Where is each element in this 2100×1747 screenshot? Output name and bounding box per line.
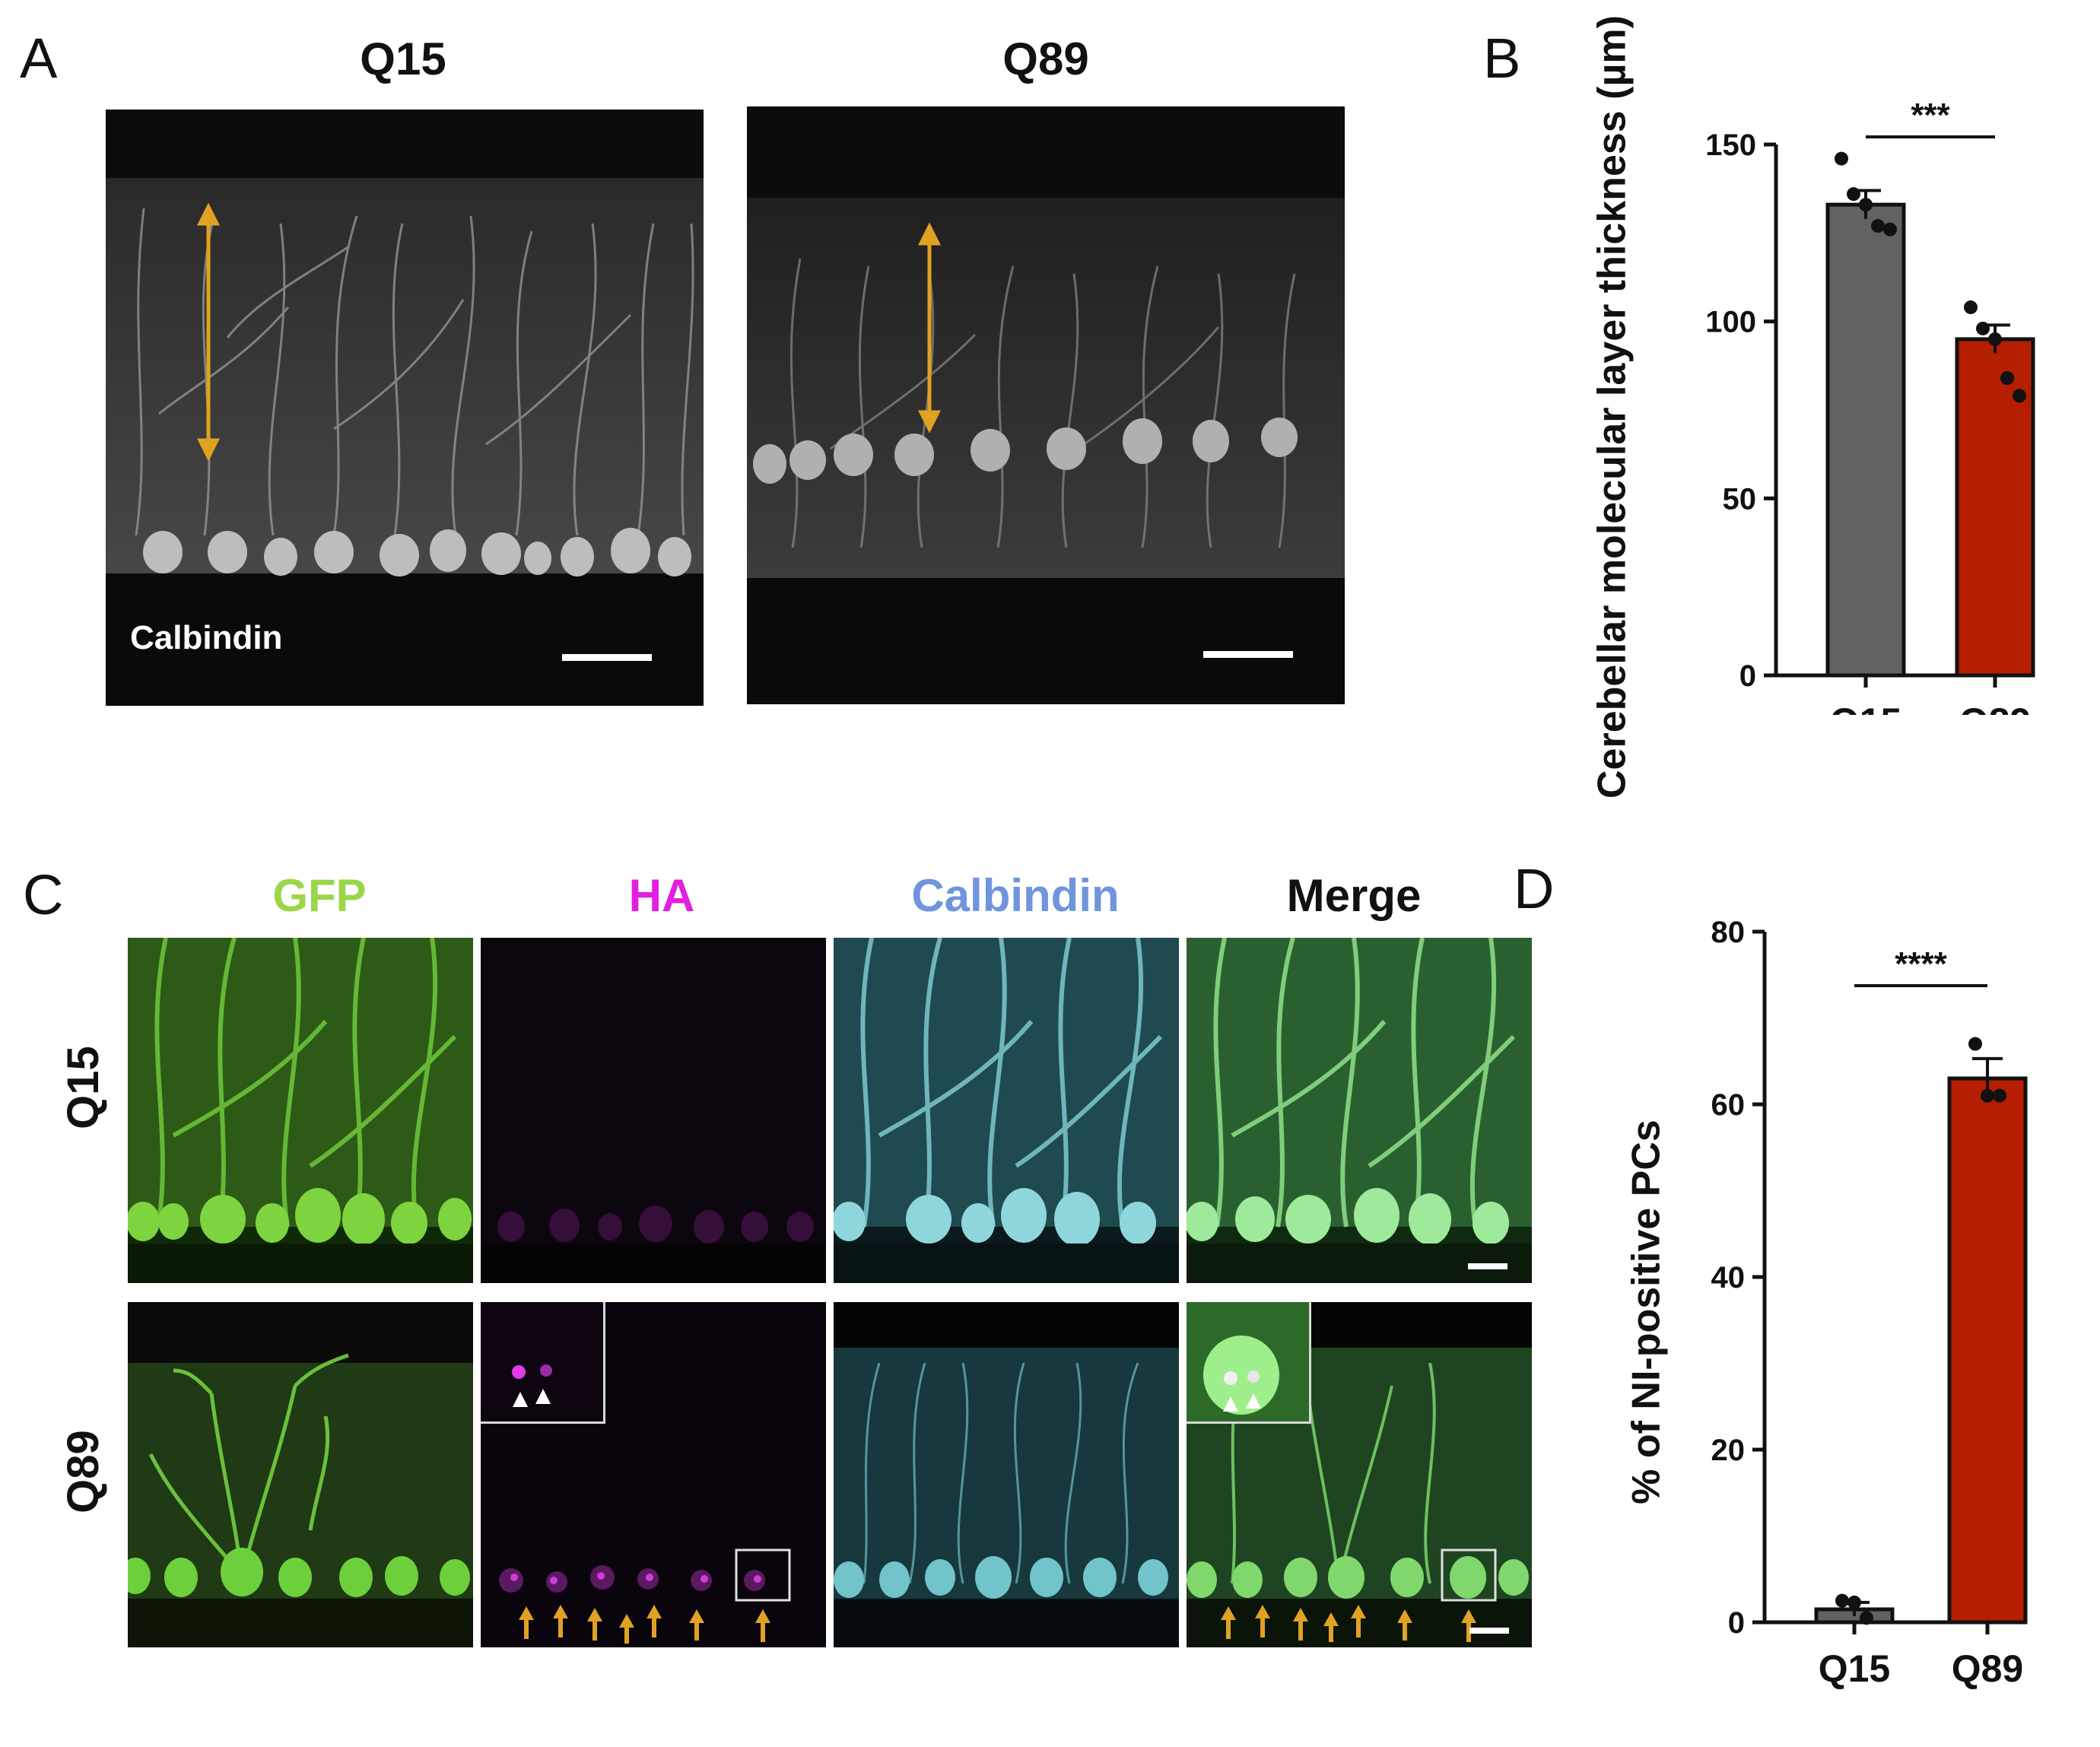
micrograph-c-q89-ha xyxy=(481,1302,826,1647)
thickness-arrow xyxy=(196,202,221,462)
data-point xyxy=(2000,371,2014,386)
stain-label-calbindin: Calbindin xyxy=(130,619,283,656)
dendrite-texture xyxy=(135,208,694,536)
panel-letter-c: C xyxy=(23,863,64,926)
panel-letter-a: A xyxy=(20,27,58,90)
channel-label-ha: HA xyxy=(628,870,695,921)
x-tick-label-q89: Q89 xyxy=(1959,700,2032,715)
panel-letter-b: B xyxy=(1483,27,1521,90)
scale-bar xyxy=(1203,651,1293,658)
micrograph-c-q15-merge xyxy=(1187,938,1532,1283)
micrograph-c-q15-gfp xyxy=(128,938,473,1283)
panel-letter-d: D xyxy=(1514,857,1555,920)
micrograph-c-q89-gfp xyxy=(128,1302,473,1647)
data-point xyxy=(1968,1037,1982,1051)
x-tick-label-q89: Q89 xyxy=(1952,1647,2024,1690)
micrograph-c-q15-calbindin xyxy=(834,938,1179,1283)
data-point xyxy=(1847,187,1860,202)
scale-bar xyxy=(562,654,652,661)
scale-bar xyxy=(1468,1263,1507,1269)
data-point xyxy=(1993,1088,2006,1103)
bar-q15 xyxy=(1825,202,1906,678)
micrograph-a-q89 xyxy=(747,106,1345,704)
data-point xyxy=(1964,300,1978,315)
data-point xyxy=(1883,222,1897,237)
data-point xyxy=(1835,151,1848,166)
data-point xyxy=(1976,321,1990,335)
significance-label: *** xyxy=(1911,97,1950,134)
x-tick-label-q15: Q15 xyxy=(1819,1647,1891,1690)
y-tick-label: 80 xyxy=(1711,916,1746,949)
y-tick-label: 40 xyxy=(1711,1261,1746,1294)
y-tick-label: 50 xyxy=(1723,482,1757,516)
column-header-q89: Q89 xyxy=(1002,33,1089,84)
channel-label-gfp: GFP xyxy=(272,870,367,921)
purkinje-soma xyxy=(143,528,691,577)
chart-b: 0 50 100 150 Q15 Q89 *** xyxy=(1705,97,2035,715)
data-point xyxy=(1860,1611,1873,1625)
micrograph-a-q15: Calbindin xyxy=(106,110,704,706)
y-tick-label: 0 xyxy=(1739,659,1756,693)
channel-label-merge: Merge xyxy=(1286,870,1422,921)
micrograph-c-q89-merge xyxy=(1187,1302,1532,1647)
y-tick-label: 100 xyxy=(1705,306,1756,339)
y-tick-label: 150 xyxy=(1705,129,1756,162)
data-point xyxy=(1847,1595,1861,1609)
data-point xyxy=(1835,1593,1849,1608)
data-point xyxy=(1988,332,2002,346)
channel-label-calbindin: Calbindin xyxy=(911,870,1120,921)
y-tick-label: 0 xyxy=(1728,1606,1745,1640)
x-tick-label-q15: Q15 xyxy=(1830,700,1902,715)
inset-ha xyxy=(481,1302,605,1424)
micrograph-c-q89-calbindin xyxy=(834,1302,1179,1647)
data-point xyxy=(1871,219,1885,233)
bar-q89 xyxy=(1947,1076,2028,1625)
data-point xyxy=(2013,389,2026,403)
y-tick-label: 60 xyxy=(1711,1088,1746,1122)
data-point xyxy=(1981,1088,1994,1103)
inset-merge xyxy=(1187,1302,1311,1424)
y-tick-label: 20 xyxy=(1711,1434,1746,1467)
scale-bar xyxy=(1469,1628,1509,1634)
micrograph-c-q15-ha xyxy=(481,938,826,1283)
significance-label: **** xyxy=(1895,945,1947,983)
chart-d: 0 20 40 60 80 Q15 Q89 **** xyxy=(1711,916,2028,1690)
data-point xyxy=(1859,198,1873,212)
column-header-q15: Q15 xyxy=(360,33,446,84)
